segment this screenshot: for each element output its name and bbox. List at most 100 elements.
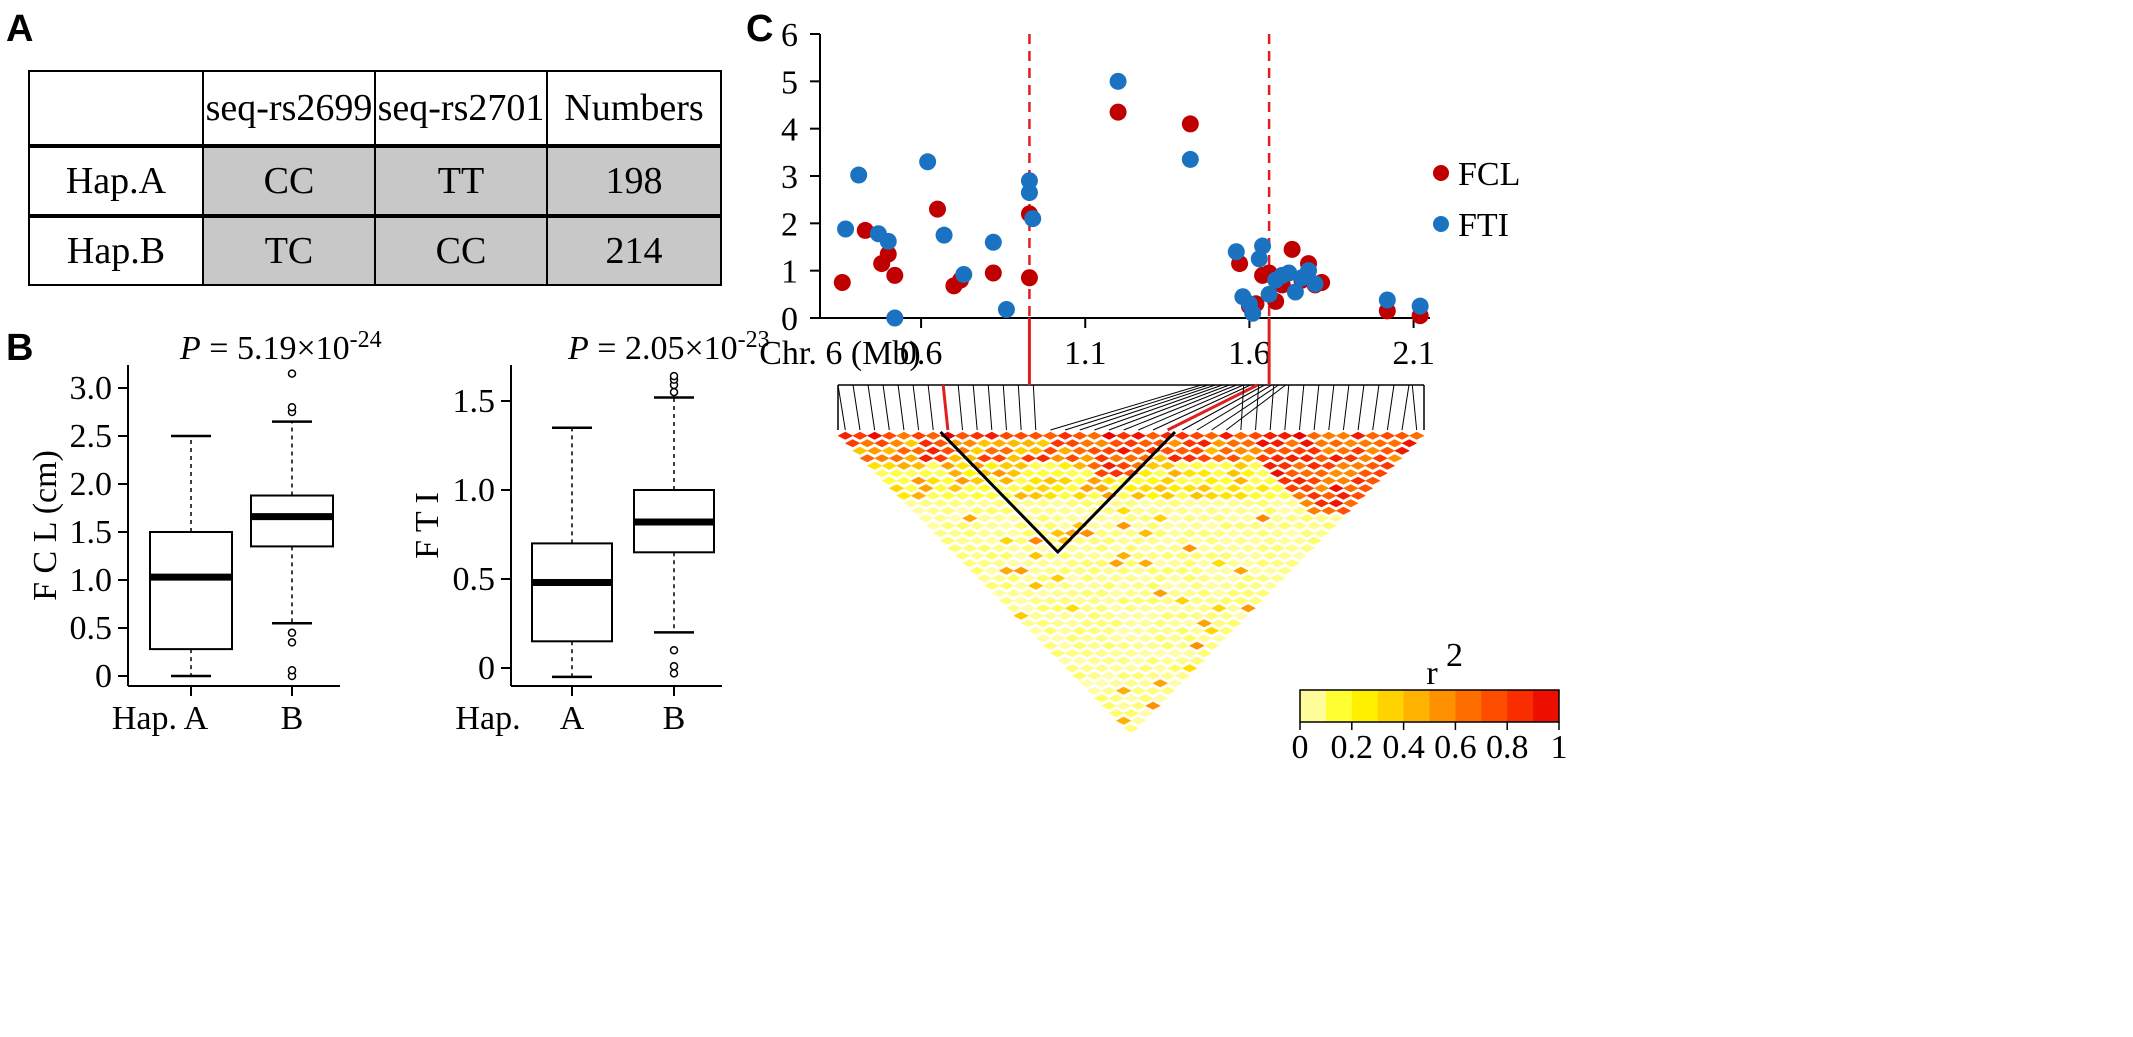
ld-cell	[1159, 581, 1176, 590]
ld-cell	[910, 476, 927, 485]
ld-cell	[1152, 469, 1169, 478]
snp-connector-line	[1284, 384, 1290, 431]
ld-cell	[1181, 649, 1198, 658]
ld-cell	[1189, 596, 1205, 605]
fti-point	[1244, 304, 1262, 322]
ld-cell	[1284, 454, 1301, 463]
ld-cell	[1123, 649, 1139, 658]
ld-cell	[1115, 536, 1132, 545]
ld-cell	[1335, 491, 1352, 500]
ld-cell	[1240, 454, 1257, 463]
ld-cell	[1218, 431, 1235, 440]
ld-cell	[1130, 521, 1147, 530]
ld-cell	[1313, 454, 1330, 463]
outlier-point	[669, 387, 679, 397]
ld-cell	[1218, 461, 1235, 470]
ld-cell	[1064, 574, 1081, 583]
ld-cell	[1137, 514, 1154, 523]
ld-cell	[961, 559, 978, 568]
ld-cell	[1086, 521, 1103, 530]
ld-cell	[1093, 589, 1110, 598]
ld-cell	[1145, 536, 1161, 545]
ld-cell	[888, 439, 905, 448]
ld-cell	[991, 439, 1008, 448]
ld-cell	[1306, 461, 1322, 470]
snp-connector-line	[1372, 384, 1380, 431]
x-tick-label: Hap. A	[112, 700, 209, 737]
ld-cell	[1225, 454, 1242, 463]
ld-cell	[1013, 566, 1029, 575]
ld-cell	[1101, 686, 1117, 695]
ld-cell	[896, 461, 912, 470]
fti-point	[837, 220, 855, 238]
ld-cell	[1035, 439, 1051, 448]
ld-cell	[1159, 461, 1176, 470]
ld-cell	[1064, 484, 1081, 493]
ld-cell	[1284, 439, 1301, 448]
ld-cell	[1145, 461, 1161, 470]
ld-cell	[1328, 499, 1344, 508]
ld-cell	[1035, 574, 1051, 583]
ld-cell	[1320, 461, 1337, 470]
ld-cell	[954, 536, 971, 545]
haplotype-block-outline	[939, 430, 1177, 555]
ld-cell	[1159, 626, 1176, 635]
ld-cell	[1013, 611, 1029, 620]
ld-cell	[1233, 506, 1249, 515]
ld-cell	[918, 499, 934, 508]
ld-cell	[1049, 604, 1066, 613]
ld-cell	[1042, 641, 1059, 650]
ld-cell	[1196, 439, 1213, 448]
outlier-point	[669, 645, 679, 655]
ld-cell	[1181, 634, 1198, 643]
ld-cell	[1093, 559, 1110, 568]
ld-cell	[1254, 544, 1271, 553]
fti-point	[879, 232, 897, 250]
y-tick-label: 1.5	[453, 383, 496, 420]
fcl-point	[984, 264, 1002, 282]
snp-connector-line	[1166, 383, 1259, 432]
ld-cell	[1079, 574, 1095, 583]
ld-cell	[1152, 619, 1169, 628]
ld-cell	[1372, 439, 1388, 448]
ld-cell	[1254, 454, 1271, 463]
ld-cell	[1211, 544, 1227, 553]
ld-cell	[1115, 656, 1132, 665]
ld-cell	[1042, 431, 1059, 440]
ld-cell	[1247, 461, 1264, 470]
ld-cell	[1071, 506, 1088, 515]
ld-cell	[932, 499, 949, 508]
ld-cell	[1174, 446, 1191, 455]
ld-cell	[1101, 626, 1117, 635]
ld-cell	[998, 581, 1015, 590]
fti-point	[984, 233, 1002, 251]
snp-connector-line	[1298, 384, 1305, 431]
ld-cell	[1086, 491, 1103, 500]
ld-cell	[1218, 581, 1235, 590]
snp-connector-line	[1240, 384, 1245, 431]
snp-connector-line	[1225, 384, 1287, 431]
ld-cell	[1189, 461, 1205, 470]
ld-cell	[1306, 476, 1322, 485]
ld-cell	[1071, 536, 1088, 545]
colorbar-segment	[1507, 690, 1534, 722]
snp-connector-line	[1269, 384, 1275, 431]
ld-cell	[1225, 499, 1242, 508]
ld-cell	[1093, 514, 1110, 523]
ld-cell	[1408, 431, 1425, 440]
ld-cell	[1130, 626, 1147, 635]
y-tick-label: 5	[781, 64, 798, 101]
ld-cell	[1233, 521, 1249, 530]
ld-cell	[1086, 581, 1103, 590]
ld-cell	[1137, 679, 1154, 688]
ld-cell	[1079, 484, 1095, 493]
ld-cell	[1225, 469, 1242, 478]
ld-cell	[1005, 544, 1022, 553]
ld-cell	[1357, 484, 1374, 493]
colorbar-segment	[1533, 690, 1560, 722]
outlier-point	[287, 369, 297, 378]
ld-cell	[1313, 514, 1330, 523]
ld-cell	[1093, 634, 1110, 643]
ld-cell	[1379, 431, 1396, 440]
ld-cell	[1159, 506, 1176, 515]
